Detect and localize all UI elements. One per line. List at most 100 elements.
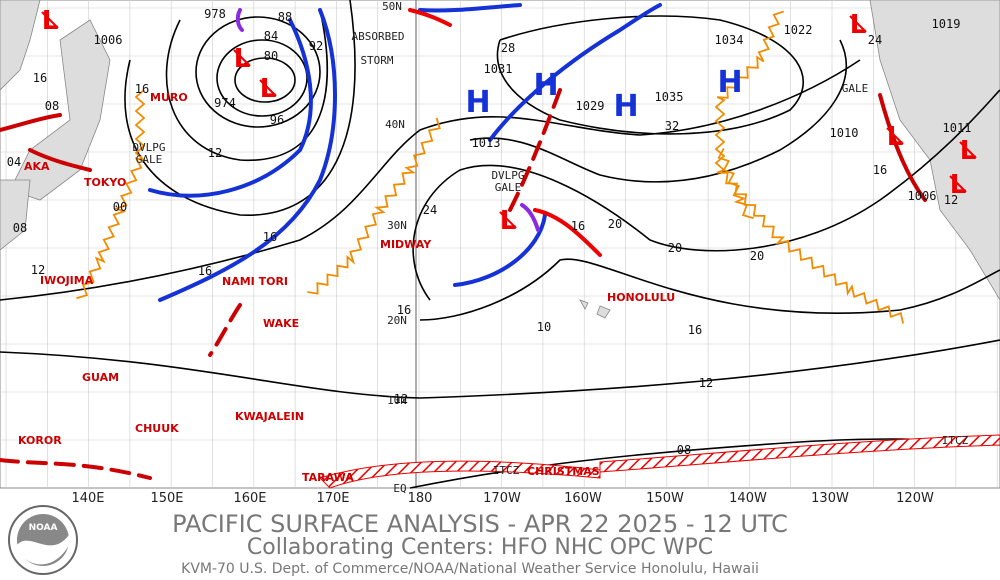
- trough: [714, 10, 904, 324]
- annotation: DVLPG: [491, 169, 524, 182]
- isobar-label: 28: [501, 41, 515, 55]
- place-name: CHUUK: [135, 422, 179, 435]
- logo-text: NOAA: [29, 523, 58, 533]
- annotation: GALE: [136, 153, 163, 166]
- latitude-label: 20N: [387, 314, 407, 327]
- isobar-label: 20: [668, 241, 682, 255]
- isobar-label: 08: [45, 99, 59, 113]
- longitude-label: 140W: [729, 491, 767, 506]
- low-cross: [849, 15, 867, 33]
- pressure-label: 974: [214, 96, 236, 110]
- isobar-label: 84: [264, 29, 278, 43]
- longitude-label: 170W: [483, 491, 521, 506]
- annotation: ITCZ: [942, 434, 969, 447]
- pressure-label: 1031: [484, 62, 513, 76]
- pressure-label: 978: [204, 7, 226, 21]
- isobar-label: 80: [264, 49, 278, 63]
- map-subtitle: Collaborating Centers: HFO NHC OPC WPC: [247, 535, 713, 560]
- isobar-label: 16: [688, 323, 702, 337]
- pressure-label: 1022: [784, 23, 813, 37]
- isobar-label: 32: [665, 119, 679, 133]
- place-name: MURO: [150, 91, 188, 104]
- place-name: KOROR: [18, 434, 62, 447]
- annotation: ABSORBED: [352, 30, 405, 43]
- place-name: WAKE: [263, 317, 299, 330]
- place-name: KWAJALEIN: [235, 410, 304, 423]
- isobar-label: 10: [537, 320, 551, 334]
- labels: 140E 150E 160E 170E 180 170W 160W 150W 140W 130W 1…: [7, 0, 977, 506]
- high-center: H: [533, 68, 558, 103]
- isobar-label: 16: [571, 219, 585, 233]
- isobar-label: 16: [135, 82, 149, 96]
- place-name: TARAWA: [302, 471, 354, 484]
- high-center: H: [717, 65, 742, 100]
- longitude-label: 150W: [646, 491, 684, 506]
- fronts: [0, 3, 927, 480]
- itcz: [319, 460, 601, 489]
- longitude-label: 160E: [233, 491, 266, 506]
- low-cross: [949, 175, 967, 193]
- isobars: [0, 0, 1000, 489]
- latitude-label: 30N: [387, 219, 407, 232]
- isobar-label: 24: [868, 33, 882, 47]
- trough: [76, 89, 148, 300]
- trough: [717, 148, 754, 220]
- place-name: MIDWAY: [380, 238, 432, 251]
- annotation: STORM: [360, 54, 393, 67]
- place-name: NAMI TORI: [222, 275, 288, 288]
- low-cross: [959, 141, 977, 159]
- pressure-label: 1013: [472, 136, 501, 150]
- annotation: ITCZ: [493, 464, 520, 477]
- longitude-label: 170E: [316, 491, 349, 506]
- pressure-label: 1019: [932, 17, 961, 31]
- high-center: H: [613, 89, 638, 124]
- isobar-label: 12: [944, 193, 958, 207]
- troughs: [76, 10, 904, 324]
- annotation: DVLPG: [132, 141, 165, 154]
- longitude-label: 150E: [150, 491, 183, 506]
- isobar-label: 16: [198, 264, 212, 278]
- isobar-label: 16: [397, 303, 411, 317]
- isobar-label: 16: [873, 163, 887, 177]
- isobar-label: 04: [7, 155, 21, 169]
- low-cross: [259, 79, 277, 97]
- noaa-logo: NOAA: [8, 505, 78, 575]
- map-title: PACIFIC SURFACE ANALYSIS - APR 22 2025 -…: [172, 510, 788, 538]
- isobar-label: 08: [677, 443, 691, 457]
- latitude-label: 10N: [387, 394, 407, 407]
- longitude-label: 160W: [564, 491, 602, 506]
- pressure-label: 1029: [576, 99, 605, 113]
- isobar-label: 00: [113, 200, 127, 214]
- isobar-label: 24: [423, 203, 437, 217]
- pressure-label: 1006: [94, 33, 123, 47]
- pressure-label: 1010: [830, 126, 859, 140]
- land: [0, 0, 1000, 319]
- latitude-label: 40N: [385, 118, 405, 131]
- isobar-label: 16: [263, 230, 277, 244]
- credit: KVM-70 U.S. Dept. of Commerce/NOAA/Natio…: [181, 561, 759, 577]
- latitude-label: 50N: [382, 0, 402, 13]
- isobar-label: 08: [13, 221, 27, 235]
- high-center: H: [465, 85, 490, 120]
- isobar-label: 92: [309, 39, 323, 53]
- pressure-label: 1006: [908, 189, 937, 203]
- longitude-label: 120W: [896, 491, 934, 506]
- latitude-label: EQ: [393, 482, 406, 495]
- place-name: CHRISTMAS: [527, 465, 600, 478]
- annotation: GALE: [842, 82, 869, 95]
- isobar-label: 12: [208, 146, 222, 160]
- low-cross: [886, 127, 904, 145]
- low-cross: [233, 49, 251, 67]
- place-name: GUAM: [82, 371, 119, 384]
- trough: [307, 117, 441, 295]
- isobar-label: 96: [270, 113, 284, 127]
- isobar-label: 12: [394, 392, 408, 406]
- annotation: GALE: [495, 181, 522, 194]
- isobar-label: 88: [278, 10, 292, 24]
- place-name: AKA: [24, 160, 50, 173]
- pressure-label: 1034: [715, 33, 744, 47]
- low-cross: [499, 211, 517, 229]
- place-name: TOKYO: [84, 176, 126, 189]
- isobar-label: 16: [33, 71, 47, 85]
